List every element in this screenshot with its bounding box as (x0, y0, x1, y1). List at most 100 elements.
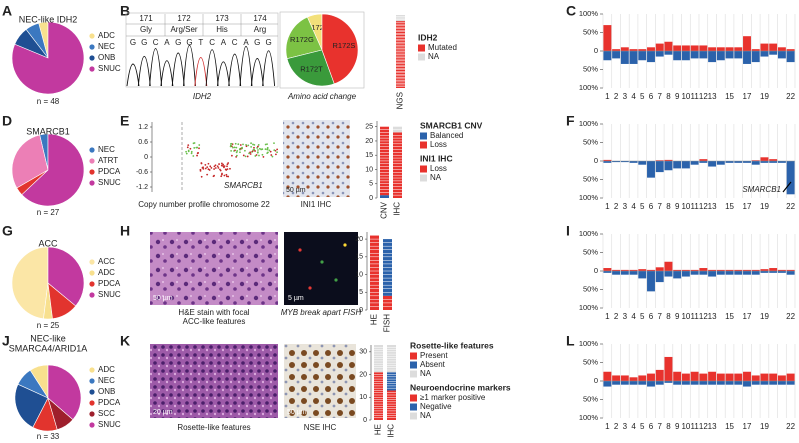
legend-swatch (410, 361, 417, 369)
cnv-bar (699, 271, 708, 275)
cnv-bar (603, 159, 612, 161)
probe-dot (217, 166, 220, 169)
y-tick-label: 0 (594, 376, 598, 385)
y-tick-label: 15 (365, 152, 373, 159)
trace (126, 63, 140, 87)
scale-label: 50 µm (286, 187, 306, 194)
probe-dot (220, 175, 223, 178)
probe-dot (254, 150, 256, 152)
photo-caption: INI1 IHC (301, 200, 332, 209)
chromatogram-frame (125, 12, 279, 88)
y-tick-label: 50% (583, 174, 598, 183)
probe-dot (189, 147, 192, 150)
cnv-bar (708, 161, 717, 167)
x-tick-label: 8 (666, 92, 671, 101)
probe-dot (271, 155, 274, 158)
y-tick-label: 0 (144, 154, 148, 161)
cnv-bar (647, 271, 655, 292)
x-tick-label: 11 (690, 422, 699, 431)
base-call: G (254, 38, 260, 47)
legend-swatch (410, 352, 417, 360)
cnv-bar (647, 269, 655, 271)
cnv-bar (699, 45, 708, 51)
cnv-bar (716, 47, 725, 51)
legend-title: IDH2 (418, 32, 438, 42)
bar-segment (370, 235, 379, 310)
x-tick-label: 1 (605, 202, 610, 211)
x-tick-label: 12 (699, 202, 708, 211)
probe-dot (226, 165, 228, 168)
pie-title: NEC-like IDH2 (19, 14, 78, 24)
x-tick-label: 17 (743, 202, 752, 211)
cnv-bar (655, 369, 664, 381)
fish-signal (298, 248, 302, 252)
trace (216, 61, 230, 87)
cnv-bar (769, 43, 778, 51)
cnv-bar (734, 271, 743, 275)
y-tick-label: -1.2 (136, 184, 148, 191)
probe-dot (208, 169, 211, 171)
pie-slice (11, 134, 49, 189)
probe-dot (244, 149, 246, 152)
cnv-bar (655, 161, 664, 173)
panel-letter: J (2, 333, 10, 349)
cnv-bar (708, 51, 717, 63)
probe-dot (236, 150, 239, 152)
x-tick-label: 3 (623, 312, 628, 321)
scale-label: 50 µm (153, 295, 173, 302)
legend-swatch (410, 403, 417, 411)
x-tick-label: 22 (786, 92, 795, 101)
amino-acid: His (216, 25, 228, 34)
cnv-bar (655, 267, 664, 271)
y-tick-label: 100% (579, 9, 599, 18)
cnv-bar (681, 161, 690, 169)
codon-number: 173 (215, 14, 229, 23)
probe-dot (187, 144, 190, 147)
x-tick-label: 7 (658, 92, 663, 101)
trace (250, 58, 264, 87)
x-tick-label: 6 (649, 92, 654, 101)
cnv-bar (743, 269, 751, 271)
x-tick-label: CNV (380, 201, 389, 219)
cnv-bar (786, 381, 795, 385)
cnv-bar (786, 51, 795, 63)
probe-dot (227, 162, 230, 164)
cnv-bar (647, 161, 655, 178)
legend-label: Loss (430, 164, 447, 173)
legend-marker (89, 180, 95, 186)
cnv-bar (673, 51, 682, 61)
legend-title: SMARCB1 CNV (420, 120, 483, 130)
legend-label: SCC (98, 409, 115, 418)
legend-label: NEC (98, 376, 115, 385)
x-tick-label: 11 (690, 202, 699, 211)
base-call: G (130, 38, 136, 47)
y-tick-label: 0 (359, 307, 363, 314)
probe-dot (185, 152, 188, 155)
cnv-bar (725, 381, 734, 385)
y-tick-label: 50% (583, 64, 598, 73)
base-call: G (265, 38, 271, 47)
legend-label: NEC (98, 42, 115, 51)
base-call: A (221, 38, 227, 47)
cnv-bar (673, 45, 682, 51)
cnv-bar (716, 51, 725, 61)
photo-caption: Rosette-like features (177, 423, 250, 432)
cnv-bar (673, 381, 682, 385)
probe-dot (206, 173, 209, 176)
base-call: C (232, 38, 238, 47)
cnv-bar (620, 271, 629, 275)
cnv-bar (708, 271, 717, 277)
cnv-bar (699, 381, 708, 385)
probe-dot (253, 146, 255, 149)
cnv-bar (690, 381, 699, 385)
cnv-bar (777, 271, 786, 273)
cnv-bar (655, 43, 664, 51)
cnv-bar (734, 269, 743, 271)
cnv-bar (725, 47, 734, 51)
probe-dot (239, 151, 241, 154)
probe-dot (245, 145, 248, 148)
cnv-bar (743, 371, 751, 381)
cnv-bar (777, 381, 786, 385)
cnv-bar (760, 51, 769, 57)
trace (171, 52, 185, 87)
